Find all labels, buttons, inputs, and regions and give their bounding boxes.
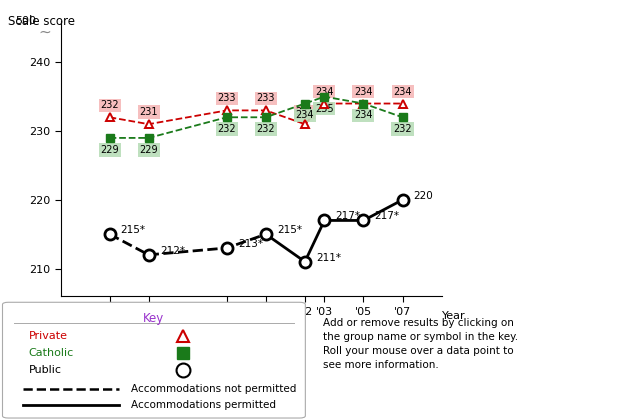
Text: 234: 234	[315, 87, 333, 97]
Text: 235: 235	[315, 104, 333, 113]
Text: 231: 231	[296, 107, 314, 117]
Text: 213*: 213*	[238, 239, 263, 249]
Text: 232: 232	[257, 124, 275, 134]
Text: 220: 220	[413, 191, 433, 201]
Text: 217*: 217*	[374, 211, 399, 221]
Text: 232: 232	[218, 124, 236, 134]
Text: 234: 234	[354, 110, 372, 121]
Text: Add or remove results by clicking on
the group name or symbol in the key.
Roll y: Add or remove results by clicking on the…	[323, 318, 518, 370]
Text: 229: 229	[140, 145, 158, 155]
Text: 232: 232	[393, 124, 412, 134]
Text: Scale score: Scale score	[8, 15, 76, 28]
Text: 229: 229	[100, 145, 119, 155]
Text: Accommodations permitted: Accommodations permitted	[131, 400, 276, 410]
Text: 212*: 212*	[160, 246, 185, 256]
Text: 234: 234	[394, 87, 412, 97]
Text: 232: 232	[100, 100, 119, 110]
Text: 215*: 215*	[277, 225, 302, 235]
Text: 234: 234	[354, 87, 372, 97]
Text: 0: 0	[29, 315, 36, 325]
Text: 215*: 215*	[121, 225, 146, 235]
Text: Private: Private	[29, 331, 68, 341]
Text: Accommodations not permitted: Accommodations not permitted	[131, 384, 296, 394]
Text: 217*: 217*	[335, 211, 360, 221]
Text: 234: 234	[296, 110, 314, 121]
Text: Key: Key	[143, 312, 164, 326]
Text: 231: 231	[140, 107, 158, 117]
Text: 233: 233	[257, 94, 275, 103]
Text: Year: Year	[442, 311, 466, 321]
Text: ∼: ∼	[38, 302, 51, 318]
Text: 233: 233	[218, 94, 236, 103]
Text: 211*: 211*	[316, 252, 341, 262]
Text: Catholic: Catholic	[29, 349, 74, 359]
Text: Public: Public	[29, 365, 61, 375]
Text: ∼: ∼	[38, 24, 51, 39]
Text: 500: 500	[15, 16, 36, 26]
FancyBboxPatch shape	[3, 302, 305, 418]
